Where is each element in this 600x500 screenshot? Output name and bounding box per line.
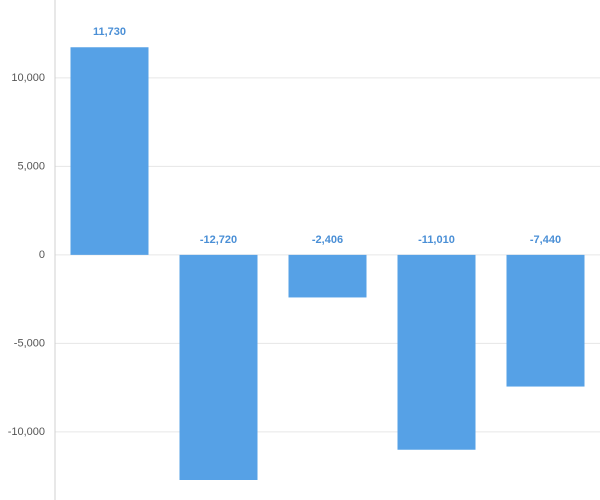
y-tick-label: 10,000 (11, 72, 45, 84)
value-label: -2,406 (312, 234, 343, 246)
y-tick-label: 0 (39, 249, 45, 261)
bar (397, 254, 476, 450)
bar (179, 254, 258, 480)
y-tick-label: -5,000 (14, 337, 45, 349)
value-label: -11,010 (418, 234, 455, 246)
bar (506, 254, 585, 387)
bar (70, 47, 149, 255)
value-label: 11,730 (93, 26, 126, 38)
value-label: -12,720 (200, 234, 237, 246)
y-tick-label: -10,000 (8, 426, 45, 438)
bar (288, 254, 367, 298)
value-label: -7,440 (530, 234, 561, 246)
y-tick-label: 5,000 (17, 160, 45, 172)
